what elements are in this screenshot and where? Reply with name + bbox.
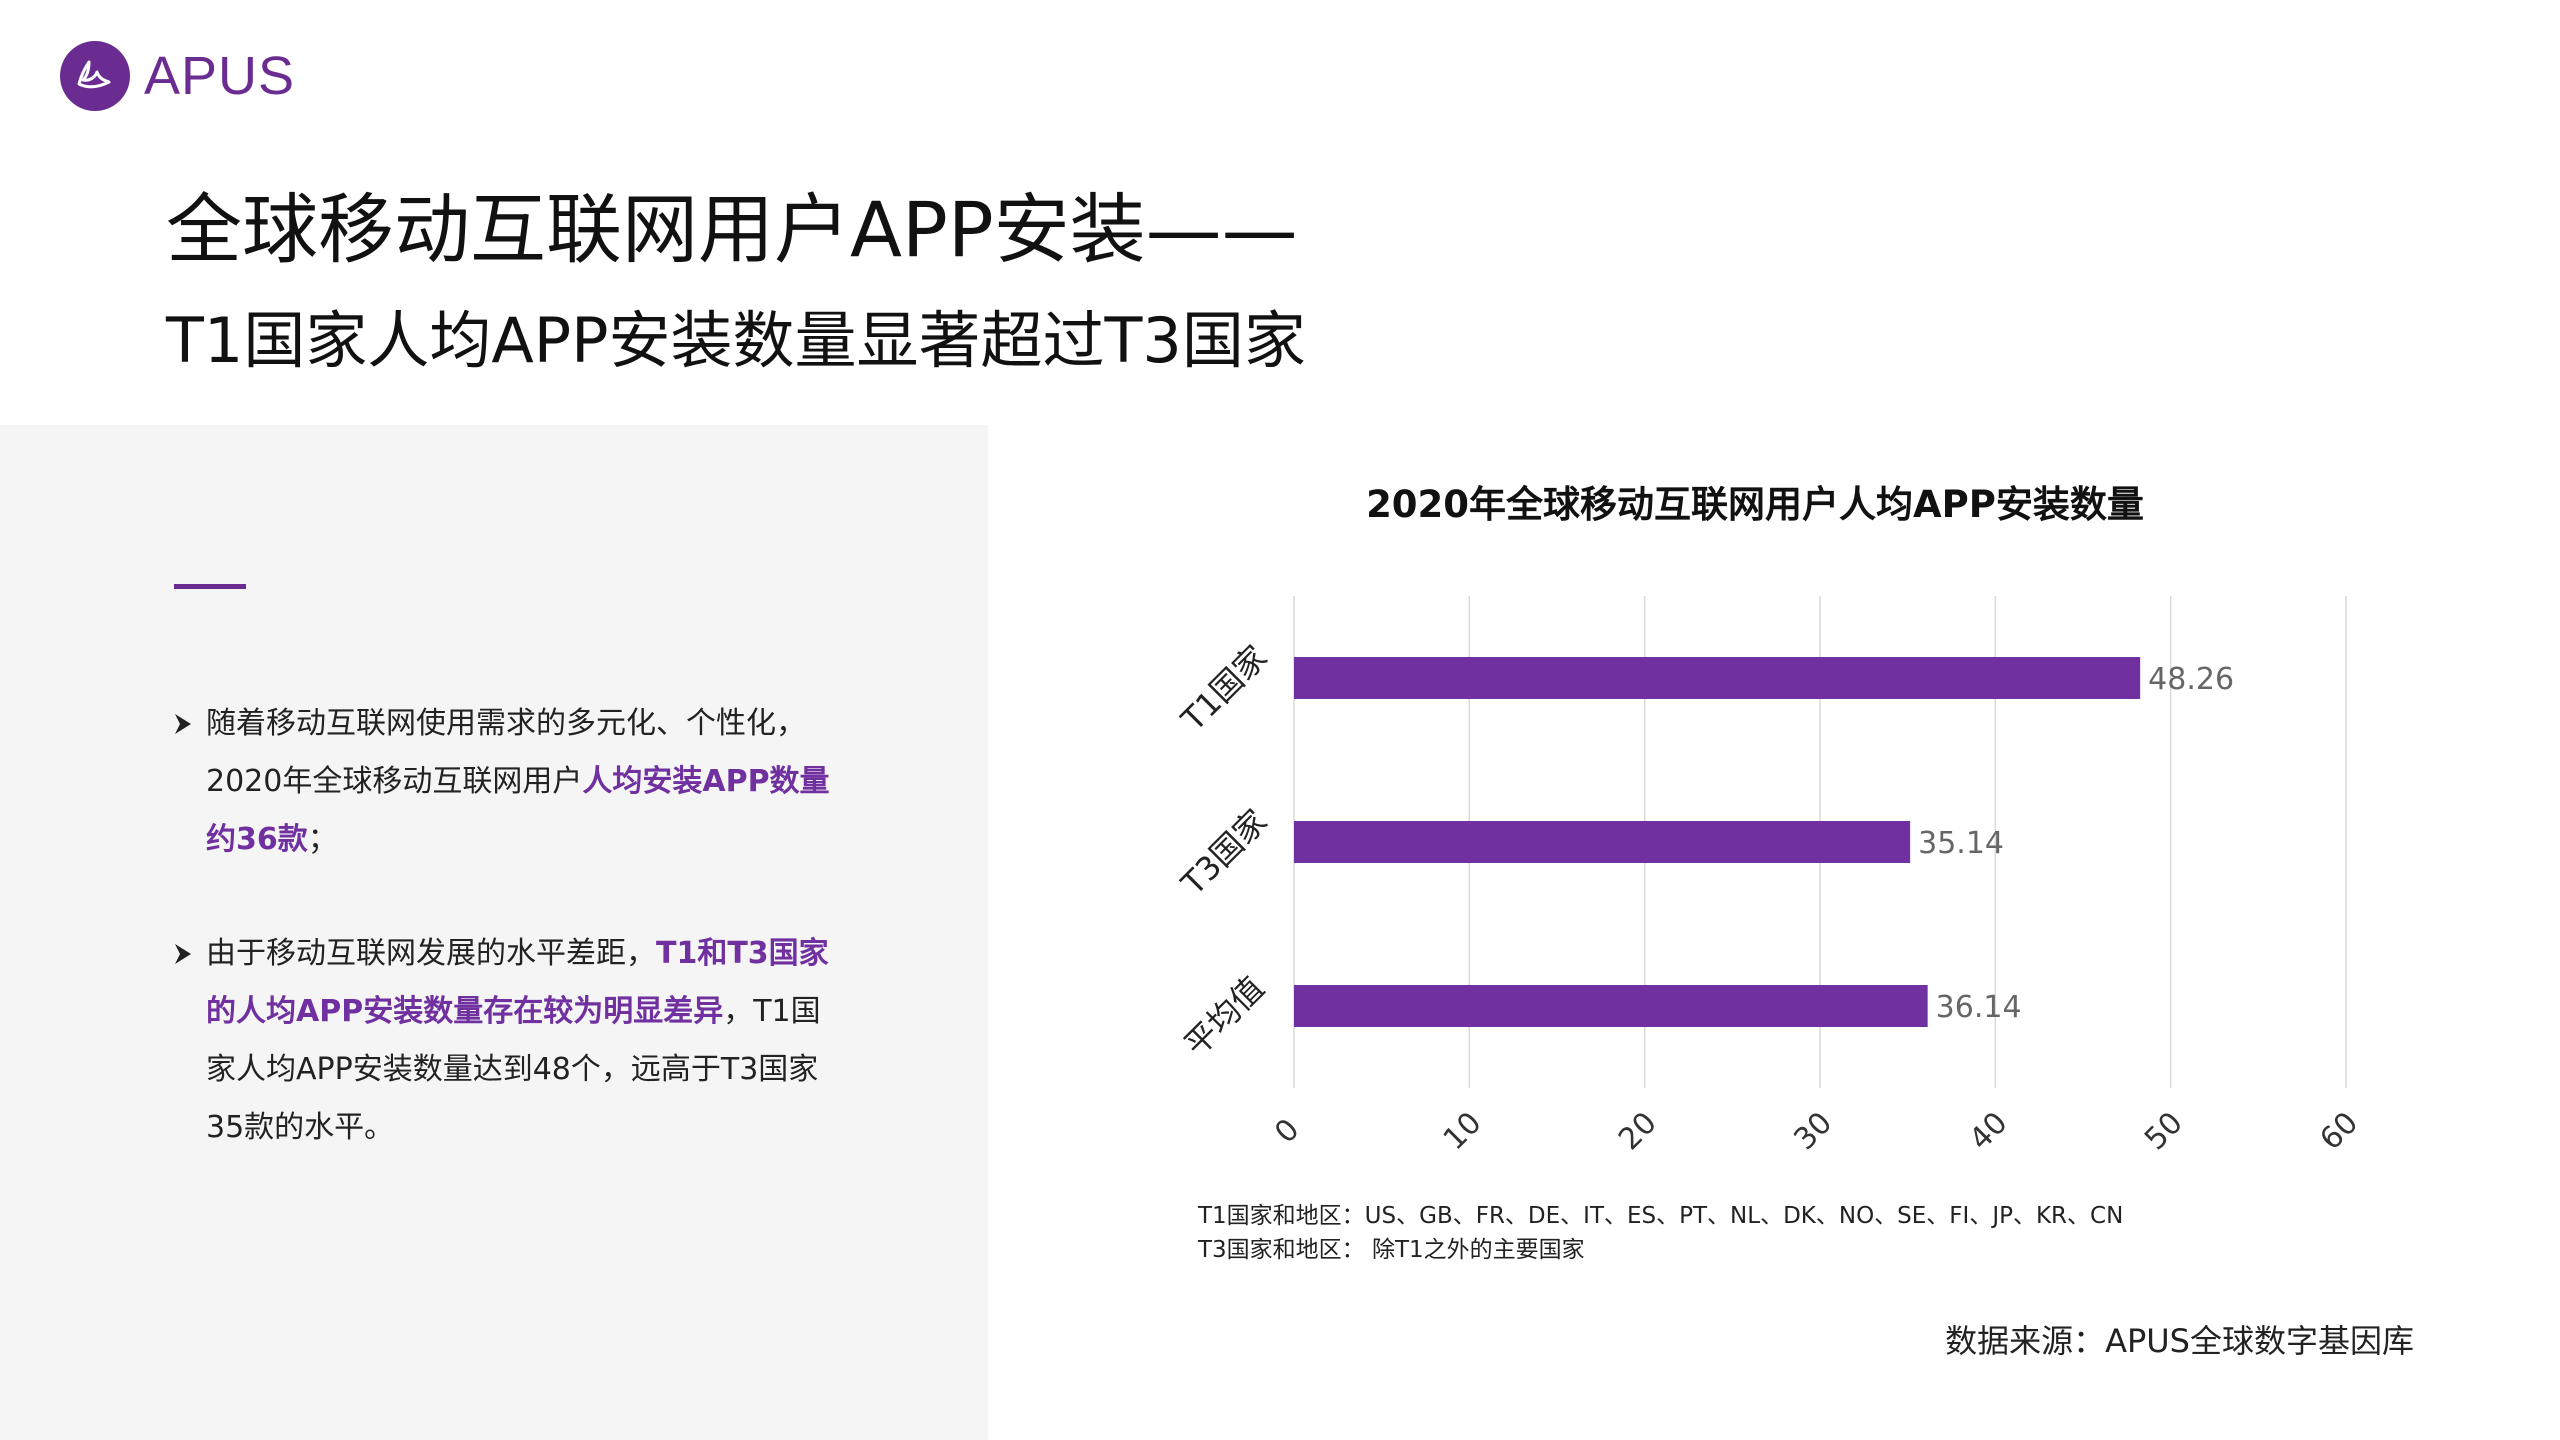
x-tick-label: 40 — [1963, 1105, 2015, 1157]
note-t1-definition: T1国家和地区：US、GB、FR、DE、IT、ES、PT、NL、DK、NO、SE… — [1198, 1203, 2124, 1229]
chart-title: 2020年全球移动互联网用户人均APP安装数量 — [1366, 483, 2144, 526]
category-label: T3国家 — [1173, 802, 1274, 903]
brand-name: APUS — [144, 46, 296, 106]
accent-divider — [174, 584, 246, 589]
data-label: 48.26 — [2148, 662, 2234, 697]
bullet-2-segment-1: 由于移动互联网发展的水平差距， — [206, 936, 656, 971]
brand-logo-icon — [60, 41, 130, 111]
x-tick-label: 0 — [1268, 1112, 1306, 1150]
x-tick-label: 50 — [2138, 1105, 2190, 1157]
note-t3-definition: T3国家和地区： 除T1之外的主要国家 — [1198, 1237, 1585, 1263]
x-tick-label: 20 — [1612, 1105, 1664, 1157]
page-subtitle: T1国家人均APP安装数量显著超过T3国家 — [166, 304, 1306, 377]
bar — [1294, 821, 1911, 863]
data-label: 35.14 — [1918, 826, 2004, 861]
bullet-point-1: 随着移动互联网使用需求的多元化、个性化，2020年全球移动互联网用户人均安装AP… — [172, 695, 832, 869]
bullet-1-segment-1: 随着移动互联网使用需求的多元化、个性化，2020年全球移动互联网用户 — [206, 706, 806, 799]
bar-chart: 0 10 20 30 40 50 60 48.26 T1国家 35.14 T3国家 36.14 平均值 — [1173, 596, 2365, 1157]
x-tick-label: 30 — [1787, 1105, 1839, 1157]
page-title: 全球移动互联网用户APP安装—— — [166, 185, 1298, 274]
x-tick-label: 10 — [1437, 1105, 1489, 1157]
arrow-bullet-icon — [172, 695, 202, 773]
bullet-2-segment-3: ，T1国家人均APP安装数量达到48个，远高于T3国家35款的水平。 — [206, 994, 821, 1145]
data-source: 数据来源：APUS全球数字基因库 — [1945, 1322, 2414, 1360]
data-label: 36.14 — [1936, 990, 2022, 1025]
category-label: T1国家 — [1173, 638, 1274, 739]
summary-panel: 随着移动互联网使用需求的多元化、个性化，2020年全球移动互联网用户人均安装AP… — [0, 425, 988, 1440]
x-tick-label: 60 — [2313, 1105, 2365, 1157]
arrow-bullet-icon — [172, 925, 202, 1003]
bar — [1294, 985, 1928, 1027]
brand-logo: APUS — [60, 40, 295, 112]
bullet-2-highlight: T1和T3国家的人均APP安装数量存在较为明显差异 — [206, 936, 829, 1029]
bullet-1-highlight: 人均安装APP数量约36款 — [206, 764, 830, 857]
bar — [1294, 657, 2141, 699]
bullet-text-1: 随着移动互联网使用需求的多元化、个性化，2020年全球移动互联网用户人均安装AP… — [206, 695, 832, 869]
bullet-1-segment-3: ； — [307, 822, 338, 857]
bullet-point-2: 由于移动互联网发展的水平差距，T1和T3国家的人均APP安装数量存在较为明显差异… — [172, 925, 832, 1157]
bullet-text-2: 由于移动互联网发展的水平差距，T1和T3国家的人均APP安装数量存在较为明显差异… — [206, 925, 832, 1157]
category-label: 平均值 — [1177, 969, 1272, 1064]
